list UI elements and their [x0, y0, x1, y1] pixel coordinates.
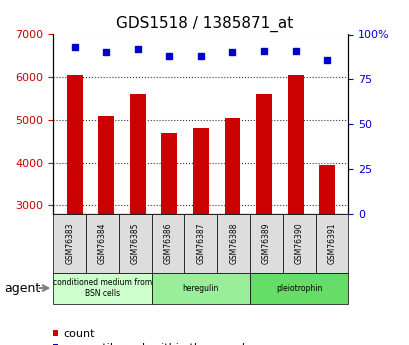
FancyBboxPatch shape: [249, 273, 348, 304]
FancyBboxPatch shape: [86, 214, 119, 273]
Text: heregulin: heregulin: [182, 284, 218, 293]
Bar: [130, 94, 145, 214]
Bar: [256, 94, 271, 214]
Bar: [161, 133, 177, 214]
Text: GSM76384: GSM76384: [98, 223, 107, 264]
Text: percentile rank within the sample: percentile rank within the sample: [63, 343, 251, 345]
Bar: [98, 116, 114, 214]
FancyBboxPatch shape: [53, 273, 151, 304]
Bar: [67, 75, 82, 214]
Bar: [319, 165, 334, 214]
Text: conditioned medium from
BSN cells: conditioned medium from BSN cells: [53, 278, 152, 298]
Text: GSM76388: GSM76388: [229, 223, 238, 264]
Text: GSM76391: GSM76391: [327, 223, 336, 264]
Bar: [224, 118, 240, 214]
Text: GSM76386: GSM76386: [163, 223, 172, 264]
Text: agent: agent: [4, 282, 40, 295]
Text: GSM76389: GSM76389: [261, 223, 270, 264]
FancyBboxPatch shape: [315, 214, 348, 273]
FancyBboxPatch shape: [53, 214, 86, 273]
FancyBboxPatch shape: [184, 214, 217, 273]
Text: GDS1518 / 1385871_at: GDS1518 / 1385871_at: [116, 16, 293, 32]
FancyBboxPatch shape: [151, 273, 249, 304]
Text: GSM76387: GSM76387: [196, 223, 205, 264]
Bar: [193, 128, 208, 214]
FancyBboxPatch shape: [282, 214, 315, 273]
Bar: [287, 75, 303, 214]
Text: GSM76385: GSM76385: [130, 223, 139, 264]
Text: GSM76390: GSM76390: [294, 223, 303, 264]
Text: pleiotrophin: pleiotrophin: [275, 284, 322, 293]
Text: count: count: [63, 329, 95, 339]
FancyBboxPatch shape: [249, 214, 282, 273]
FancyBboxPatch shape: [119, 214, 151, 273]
Text: GSM76383: GSM76383: [65, 223, 74, 264]
FancyBboxPatch shape: [151, 214, 184, 273]
FancyBboxPatch shape: [217, 214, 249, 273]
